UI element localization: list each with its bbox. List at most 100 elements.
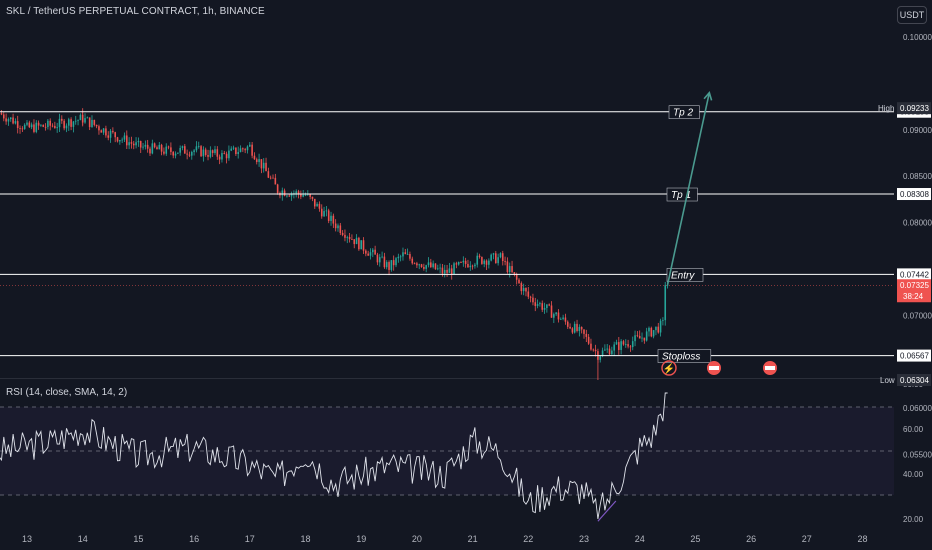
candle-body	[260, 159, 263, 169]
rsi-line	[0, 392, 668, 520]
level-label-box[interactable]	[668, 105, 700, 120]
candle-body	[566, 321, 569, 327]
time-tick-label: 15	[133, 534, 143, 544]
level-label-box[interactable]	[666, 187, 698, 202]
candle-body	[411, 258, 414, 264]
candle-body	[72, 121, 75, 127]
level-price-text: 0.07442	[900, 270, 929, 279]
candle-body	[525, 288, 527, 292]
candle-body	[12, 117, 14, 124]
candle-body	[434, 263, 437, 270]
candle-body	[481, 257, 483, 264]
level-label: Tp 2	[673, 108, 693, 119]
candle-body	[344, 234, 346, 238]
time-tick-label: 27	[802, 534, 812, 544]
lightning-icon: ⚡	[663, 362, 675, 375]
candle-body	[457, 262, 460, 265]
time-tick-label: 18	[300, 534, 310, 544]
dividend-event-icon[interactable]	[661, 360, 677, 376]
candle-body	[460, 262, 462, 263]
candle-body	[42, 124, 45, 127]
candle-body	[209, 150, 212, 157]
candle-body	[638, 335, 641, 339]
candle-body	[207, 155, 209, 157]
rsi-title[interactable]: RSI (14, close, SMA, 14, 2)	[6, 387, 128, 398]
candle-body	[337, 225, 339, 229]
candle-body	[105, 128, 107, 136]
candle-body	[536, 304, 539, 306]
candle-body	[631, 341, 634, 348]
candle-body	[320, 208, 323, 217]
candle-body	[397, 256, 400, 259]
candle-body	[249, 144, 251, 147]
candle-body	[662, 320, 664, 321]
level-label: Entry	[671, 270, 695, 281]
price-tick-label: 0.08500	[903, 172, 932, 181]
candle-body	[462, 260, 465, 263]
symbol-title[interactable]: SKL / TetherUS PERPETUAL CONTRACT, 1h, B…	[6, 6, 265, 17]
candle-body	[587, 336, 590, 344]
candle-body	[144, 144, 147, 147]
currency-button[interactable]: USDT	[897, 6, 927, 24]
rsi-band-fill	[0, 407, 894, 495]
candle-body	[378, 257, 381, 263]
candle-body	[553, 314, 555, 318]
candle-body	[54, 125, 56, 129]
candle-body	[529, 296, 532, 298]
candle-body	[390, 260, 393, 270]
candle-body	[77, 120, 79, 121]
candle-body	[309, 193, 311, 197]
candle-body	[508, 266, 511, 273]
candle-body	[119, 140, 121, 142]
candle-body	[539, 303, 541, 305]
candle-body	[546, 304, 548, 309]
time-tick-label: 23	[579, 534, 589, 544]
candle-body	[645, 331, 648, 341]
rsi-tick-label: 20.00	[903, 515, 924, 524]
projection-arrow[interactable]	[666, 92, 711, 285]
candle-body	[476, 255, 479, 265]
candle-body	[211, 150, 214, 153]
candle-body	[483, 260, 486, 264]
candle-body	[659, 320, 662, 333]
candle-body	[269, 177, 272, 179]
candle-body	[190, 152, 193, 156]
level-price-text: 0.08308	[900, 190, 929, 199]
candle-body	[149, 148, 151, 154]
last-price-tag	[897, 279, 931, 303]
candle-body	[381, 256, 383, 258]
candle-body	[5, 118, 7, 122]
candle-body	[550, 305, 553, 318]
pane-separator[interactable]	[0, 378, 894, 379]
level-label-box[interactable]	[666, 268, 704, 282]
level-price-tag	[897, 188, 931, 201]
candle-body	[618, 342, 620, 350]
levels-layer: Tp 2 Tp 1 Entry Stoploss	[0, 91, 894, 363]
candle-body	[495, 253, 497, 264]
candle-body	[590, 343, 592, 350]
candle-body	[95, 124, 98, 127]
candle-body	[304, 194, 307, 196]
time-tick-label: 16	[189, 534, 199, 544]
candle-body	[515, 274, 518, 280]
candle-body	[432, 263, 434, 268]
candle-body	[418, 264, 421, 266]
level-label-box[interactable]	[657, 349, 712, 363]
candle-body	[571, 328, 574, 333]
candle-body	[139, 141, 142, 148]
candle-body	[439, 267, 441, 269]
candle-body	[172, 151, 175, 156]
candle-body	[58, 118, 61, 128]
candle-body	[218, 156, 221, 160]
candle-body	[74, 120, 77, 122]
candle-body	[353, 239, 356, 245]
candle-body	[608, 348, 611, 355]
candle-body	[580, 326, 583, 330]
candle-body	[283, 190, 286, 196]
candle-body	[604, 349, 606, 351]
candle-body	[578, 326, 581, 331]
candle-body	[188, 154, 191, 156]
candle-body	[534, 302, 537, 306]
candle-body	[221, 153, 223, 160]
